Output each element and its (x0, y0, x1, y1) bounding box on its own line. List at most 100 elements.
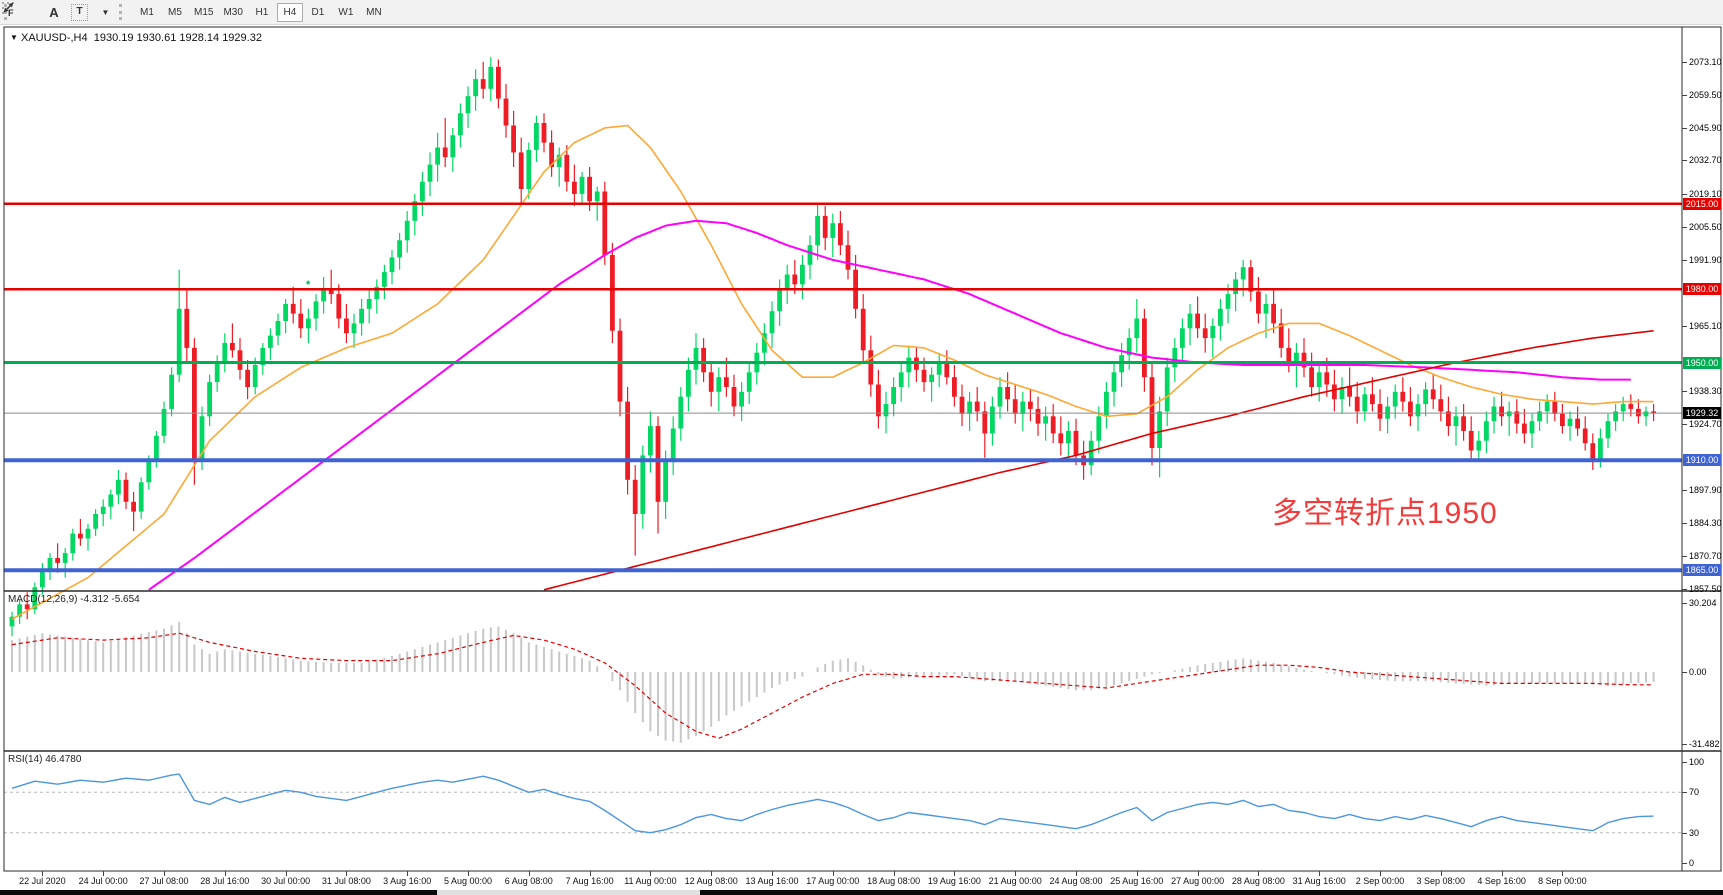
time-tick-mark (832, 871, 834, 876)
time-axis-label: 27 Jul 08:00 (139, 876, 189, 886)
timeframe-button-m30[interactable]: M30 (219, 3, 246, 22)
time-tick-mark (1136, 871, 1138, 876)
price-tick-label: 2073.10 (1689, 56, 1722, 67)
timeframe-button-h4[interactable]: H4 (276, 3, 303, 22)
price-tick-label: 1870.70 (1689, 551, 1722, 562)
time-axis-label: 24 Jul 00:00 (78, 876, 128, 886)
price-tick-label: 1938.30 (1689, 386, 1722, 397)
rsi-value: 46.4780 (45, 754, 82, 765)
price-level-badge: 1980.00 (1683, 283, 1721, 296)
rsi-tick-label: 0 (1689, 858, 1695, 868)
price-tick-label: 2019.10 (1689, 188, 1722, 199)
current-price-badge: 1929.32 (1683, 407, 1721, 420)
time-axis-label: 27 Aug 00:00 (1171, 876, 1225, 886)
chart-object-marker: * (306, 279, 311, 291)
time-tick-mark (893, 871, 895, 876)
time-tick-mark (1319, 871, 1321, 876)
ohlc-values: 1930.19 1930.61 1928.14 1929.32 (93, 32, 262, 44)
time-axis-label: 3 Sep 08:00 (1416, 876, 1466, 886)
time-axis-label: 13 Aug 16:00 (745, 876, 799, 886)
toolbar-grip[interactable] (4, 4, 12, 20)
macd-label: MACD(12,26,9) -4.312 -5.654 (8, 594, 140, 605)
time-axis-label: 21 Aug 00:00 (988, 876, 1042, 886)
macd-tick-label: 0.00 (1689, 667, 1707, 677)
time-axis-label: 3 Aug 16:00 (383, 876, 432, 886)
timeframe-toolbar: M1 M5 M15 M30 H1 H4 D1 W1 MN (133, 2, 388, 22)
price-tick-label: 2059.50 (1689, 89, 1722, 100)
price-tick-mark (1682, 588, 1687, 590)
rsi-tick-mark (1682, 762, 1687, 763)
price-tick-label: 2032.70 (1689, 155, 1722, 166)
price-tick-mark (1682, 523, 1687, 525)
text-tool-icon[interactable]: A (49, 4, 59, 20)
time-tick-mark (42, 871, 44, 876)
time-axis-label: 11 Aug 00:00 (624, 876, 677, 886)
time-tick-mark (164, 871, 165, 876)
time-tick-mark (772, 871, 773, 876)
symbol-period: XAUUSD-,H4 (20, 32, 88, 44)
horizontal-level-lines[interactable] (4, 202, 1682, 573)
price-tick-mark (1682, 556, 1687, 558)
timeframe-button-mn[interactable]: MN (361, 3, 387, 22)
time-axis-label: 24 Aug 08:00 (1049, 876, 1103, 886)
rsi-tick-label: 70 (1689, 787, 1700, 798)
price-tick-mark (1682, 61, 1687, 63)
time-tick-mark (954, 871, 956, 876)
arrows-tool-icon[interactable]: ▼ (3, 2, 117, 22)
time-tick-mark (1440, 871, 1442, 876)
bottom-bar (0, 890, 1723, 895)
time-tick-mark (346, 871, 348, 876)
time-tick-mark (468, 871, 469, 876)
time-tick-mark (1501, 871, 1503, 876)
macd-indicator-layer (11, 621, 1655, 743)
price-tick-mark (1682, 325, 1687, 327)
chevron-down-icon: ▼ (101, 7, 110, 17)
price-tick-label: 1965.10 (1689, 320, 1722, 331)
time-axis-label: 19 Aug 16:00 (927, 876, 981, 886)
rsi-tick-mark (1682, 792, 1687, 794)
time-axis-label: 4 Sep 16:00 (1477, 876, 1526, 886)
symbol-dropdown-icon[interactable]: ▼ (10, 33, 18, 42)
timeframe-button-m15[interactable]: M15 (190, 3, 217, 22)
pane-borders (3, 26, 1722, 872)
price-tick-mark (1682, 160, 1687, 162)
macd-values: -4.312 -5.654 (80, 594, 140, 605)
label-tool-icon[interactable]: T (71, 3, 88, 21)
price-tick-label: 2005.50 (1689, 221, 1722, 232)
rsi-tick-label: 100 (1689, 757, 1705, 767)
price-tick-label: 1897.90 (1689, 484, 1722, 495)
price-level-badge: 1910.00 (1683, 454, 1721, 467)
candlestick-layer[interactable] (9, 57, 1656, 637)
moving-average-lines (11, 124, 1654, 620)
toolbar: F A T ▼ M1 M5 M15 M30 H1 H4 D1 W1 MN (0, 0, 1723, 25)
chart-title: ▼ XAUUSD-,H4 1930.19 1930.61 1928.14 192… (10, 32, 262, 44)
time-axis-label: 31 Aug 16:00 (1292, 876, 1346, 886)
time-axis-label: 12 Aug 08:00 (684, 876, 738, 886)
timeframe-button-h1[interactable]: H1 (249, 3, 275, 22)
time-tick-mark (1258, 871, 1260, 876)
timeframe-button-m1[interactable]: M1 (134, 3, 160, 22)
time-tick-mark (1197, 871, 1199, 876)
time-tick-mark (1015, 871, 1017, 876)
price-level-badge: 1865.00 (1683, 564, 1721, 577)
price-tick-mark (1682, 424, 1687, 426)
toolbar-grip-2[interactable] (119, 4, 127, 20)
timeframe-button-d1[interactable]: D1 (305, 3, 331, 22)
time-axis-label: 30 Jul 00:00 (261, 876, 311, 886)
time-tick-mark (650, 871, 652, 876)
price-tick-mark (1682, 391, 1687, 393)
timeframe-button-m5[interactable]: M5 (162, 3, 188, 22)
time-tick-mark (1076, 871, 1077, 876)
rsi-tick-mark (1682, 863, 1687, 864)
macd-tick-mark (1682, 672, 1687, 673)
rsi-indicator-layer (4, 773, 1682, 834)
macd-tick-mark (1682, 743, 1687, 745)
time-axis-label: 22 Jul 2020 (19, 876, 66, 886)
timeframe-button-w1[interactable]: W1 (333, 3, 359, 22)
time-axis-label: 2 Sep 00:00 (1355, 876, 1405, 886)
price-tick-mark (1682, 94, 1687, 96)
time-axis-label: 25 Aug 16:00 (1110, 876, 1164, 886)
time-axis-label: 18 Aug 08:00 (867, 876, 921, 886)
